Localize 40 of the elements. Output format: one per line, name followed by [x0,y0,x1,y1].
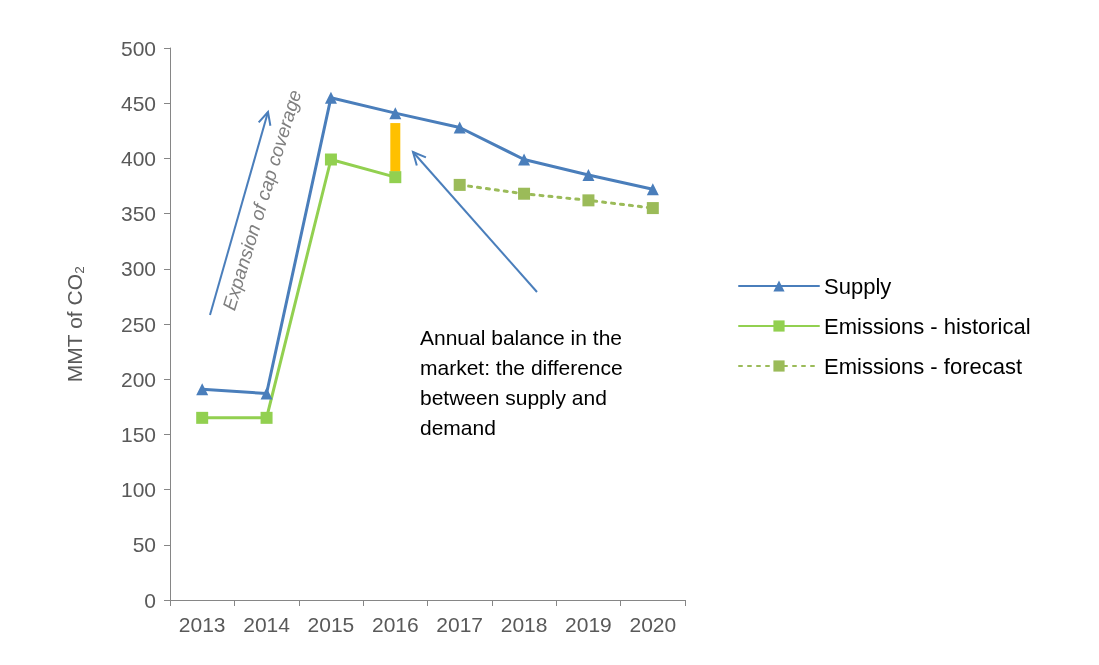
point [196,383,209,396]
legend-label: Emissions - forecast [824,353,1023,379]
x-tick-label: 2013 [178,613,226,636]
point [260,411,273,424]
y-tick-label: 0 [144,588,156,612]
y-tick-label: 200 [120,367,156,391]
y-tick-label: 300 [120,257,156,281]
point [260,387,273,400]
y-tick-label: 450 [120,91,156,115]
point [389,107,402,120]
point [453,121,466,134]
point [518,187,531,200]
y-axis-title: MMT of CO₂ [63,265,86,383]
point [389,171,402,184]
y-tick-label: 250 [120,312,156,336]
point [582,194,595,207]
point [324,91,337,104]
x-tick-label: 2014 [243,613,291,636]
x-tick-label: 2019 [565,613,612,636]
point [518,153,531,166]
x-tick-label: 2015 [307,613,355,636]
y-tick-label: 400 [120,146,156,170]
y-tick-label: 50 [132,533,156,557]
point [646,183,659,196]
y-tick-label: 150 [120,422,156,446]
point [646,202,659,215]
annotation: Annual balance in the market: the difference between supply and demand [420,325,629,439]
x-tick-label: 2017 [436,613,484,636]
legend-label: Supply [824,273,892,299]
x-tick-label: 2016 [371,613,419,636]
y-tick-label: 500 [120,36,156,60]
y-tick-label: 100 [120,478,156,502]
y-tick-label: 350 [120,202,156,226]
point [324,153,337,166]
x-tick-label: 2020 [629,613,677,636]
x-tick-label: 2018 [500,613,548,636]
point [196,411,209,424]
point [453,178,466,191]
legend-label: Emissions - historical [824,313,1031,339]
point [582,168,595,181]
